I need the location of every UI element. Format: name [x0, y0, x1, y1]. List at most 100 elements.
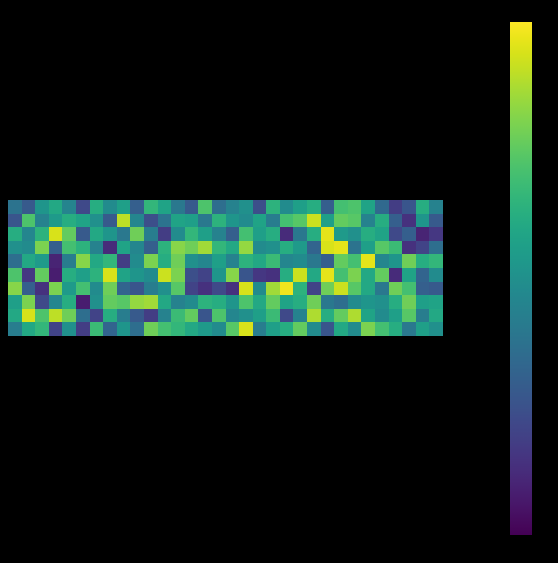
heatmap-cell	[130, 227, 144, 241]
heatmap-cell	[375, 322, 389, 336]
heatmap-cell	[8, 254, 22, 268]
heatmap-cell	[375, 200, 389, 214]
heatmap-cell	[76, 227, 90, 241]
heatmap-cell	[429, 227, 443, 241]
heatmap-cell	[429, 200, 443, 214]
heatmap-cell	[158, 241, 172, 255]
heatmap-cell	[293, 268, 307, 282]
heatmap-cell	[375, 282, 389, 296]
heatmap-cell	[239, 241, 253, 255]
heatmap-cell	[144, 322, 158, 336]
heatmap-cell	[158, 309, 172, 323]
heatmap-cell	[321, 282, 335, 296]
heatmap-cell	[35, 309, 49, 323]
heatmap-cell	[76, 309, 90, 323]
heatmap-cell	[280, 309, 294, 323]
heatmap-cell	[185, 214, 199, 228]
heatmap-cell	[253, 322, 267, 336]
heatmap-cell	[76, 254, 90, 268]
heatmap-cell	[402, 227, 416, 241]
heatmap-cell	[280, 241, 294, 255]
heatmap-cell	[389, 309, 403, 323]
heatmap-cell	[158, 282, 172, 296]
heatmap-cell	[266, 214, 280, 228]
heatmap-cell	[90, 200, 104, 214]
colorbar	[510, 22, 532, 535]
heatmap-cell	[375, 227, 389, 241]
heatmap-cell	[117, 309, 131, 323]
heatmap-cell	[212, 227, 226, 241]
heatmap-cell	[185, 200, 199, 214]
heatmap-cell	[429, 322, 443, 336]
heatmap-cell	[212, 309, 226, 323]
heatmap-cell	[280, 282, 294, 296]
heatmap-cell	[35, 282, 49, 296]
heatmap-cell	[416, 282, 430, 296]
heatmap-cell	[158, 322, 172, 336]
heatmap-cell	[416, 268, 430, 282]
heatmap-cell	[348, 227, 362, 241]
heatmap-cell	[375, 241, 389, 255]
heatmap-cell	[49, 295, 63, 309]
heatmap-cell	[62, 200, 76, 214]
heatmap-cell	[361, 322, 375, 336]
heatmap-cell	[158, 214, 172, 228]
heatmap-cell	[253, 254, 267, 268]
heatmap-cell	[293, 254, 307, 268]
heatmap-cell	[49, 309, 63, 323]
heatmap-cell	[293, 200, 307, 214]
heatmap-cell	[361, 295, 375, 309]
heatmap-cell	[416, 295, 430, 309]
heatmap-cell	[307, 295, 321, 309]
heatmap-cell	[76, 268, 90, 282]
heatmap-cell	[389, 295, 403, 309]
heatmap-cell	[35, 254, 49, 268]
heatmap-cell	[239, 214, 253, 228]
heatmap-cell	[321, 322, 335, 336]
heatmap-cell	[144, 295, 158, 309]
heatmap-cell	[416, 227, 430, 241]
heatmap-cell	[90, 214, 104, 228]
heatmap-cell	[158, 268, 172, 282]
heatmap-cell	[348, 309, 362, 323]
heatmap-cell	[90, 241, 104, 255]
heatmap-cell	[293, 309, 307, 323]
heatmap-cell	[198, 309, 212, 323]
heatmap-cell	[8, 214, 22, 228]
heatmap-cell	[402, 309, 416, 323]
heatmap-cell	[130, 309, 144, 323]
heatmap-cell	[321, 241, 335, 255]
heatmap-cell	[185, 268, 199, 282]
heatmap-cell	[49, 214, 63, 228]
heatmap-cell	[90, 254, 104, 268]
heatmap-cell	[402, 241, 416, 255]
heatmap-cell	[226, 268, 240, 282]
heatmap-cell	[8, 241, 22, 255]
heatmap-cell	[76, 282, 90, 296]
heatmap-cell	[103, 241, 117, 255]
heatmap-cell	[361, 282, 375, 296]
heatmap-cell	[348, 254, 362, 268]
heatmap-cell	[293, 282, 307, 296]
heatmap-cell	[171, 268, 185, 282]
heatmap-cell	[307, 268, 321, 282]
heatmap-cell	[103, 268, 117, 282]
heatmap-cell	[361, 214, 375, 228]
heatmap-cell	[198, 322, 212, 336]
heatmap-cell	[266, 282, 280, 296]
heatmap-cell	[402, 268, 416, 282]
heatmap-cell	[429, 295, 443, 309]
heatmap-cell	[62, 322, 76, 336]
heatmap-cell	[49, 200, 63, 214]
heatmap-cell	[185, 254, 199, 268]
heatmap-grid	[8, 200, 443, 336]
heatmap-cell	[144, 254, 158, 268]
heatmap-cell	[76, 214, 90, 228]
heatmap-cell	[266, 309, 280, 323]
heatmap-cell	[239, 309, 253, 323]
heatmap-cell	[416, 200, 430, 214]
heatmap-cell	[348, 282, 362, 296]
heatmap-cell	[8, 227, 22, 241]
heatmap-cell	[226, 254, 240, 268]
heatmap-cell	[416, 309, 430, 323]
